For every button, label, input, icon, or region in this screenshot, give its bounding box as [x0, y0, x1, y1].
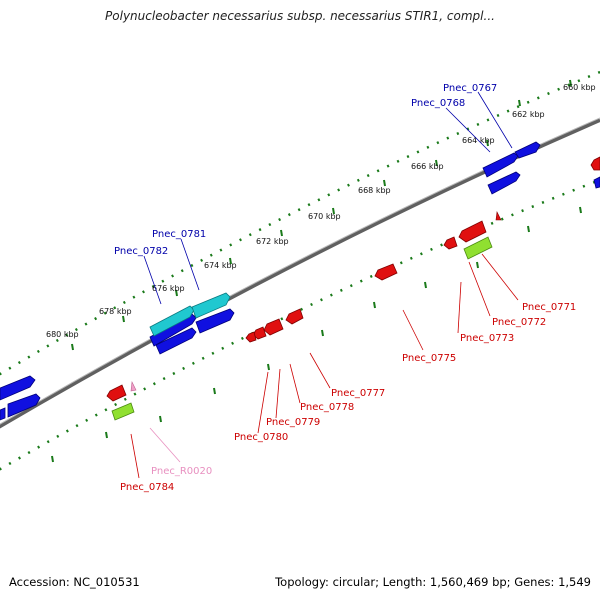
kbp-label: 672 kbp	[256, 237, 289, 246]
genome-backbone	[0, 118, 600, 429]
gene-label[interactable]: Pnec_0782	[114, 246, 168, 257]
inner-major-ticks	[51, 206, 582, 463]
rna-gene-labels: Pnec_R0020	[151, 466, 212, 477]
reverse-gene[interactable]	[285, 308, 304, 325]
kbp-label: 674 kbp	[204, 261, 237, 270]
label-leader-lines	[130, 91, 519, 479]
genome-summary-text: Topology: circular; Length: 1,560,469 bp…	[275, 575, 591, 589]
forward-genes	[0, 141, 600, 421]
inner-tick-track	[0, 178, 600, 471]
kbp-label: 678 kbp	[99, 307, 132, 316]
gene-label[interactable]: Pnec_0779	[266, 417, 320, 428]
forward-gene[interactable]	[0, 375, 36, 401]
accession-text: Accession: NC_010531	[9, 575, 140, 589]
forward-gene[interactable]	[155, 327, 197, 355]
reverse-gene-labels: Pnec_0771 Pnec_0772 Pnec_0773 Pnec_0775 …	[120, 302, 576, 493]
rna-marker[interactable]	[130, 380, 137, 392]
kbp-label: 666 kbp	[411, 162, 444, 171]
forward-gene[interactable]	[195, 308, 235, 334]
reverse-gene[interactable]	[443, 236, 458, 250]
reverse-gene[interactable]	[263, 318, 284, 336]
gene-label[interactable]: Pnec_0775	[402, 353, 456, 364]
forward-gene[interactable]	[0, 407, 6, 421]
gene-label[interactable]: Pnec_0781	[152, 229, 206, 240]
kbp-tick-labels: 660 kbp 662 kbp 664 kbp 666 kbp 668 kbp …	[46, 83, 596, 339]
rna-gene[interactable]	[111, 402, 135, 421]
gene-label[interactable]: Pnec_0778	[300, 402, 354, 413]
reverse-genes	[106, 156, 600, 402]
gene-label[interactable]: Pnec_0772	[492, 317, 546, 328]
kbp-label: 660 kbp	[563, 83, 596, 92]
gene-label[interactable]: Pnec_R0020	[151, 466, 212, 477]
gene-label[interactable]: Pnec_0768	[411, 98, 465, 109]
gene-label[interactable]: Pnec_0777	[331, 388, 385, 399]
genome-backbone-highlight	[0, 117, 600, 425]
reverse-gene[interactable]	[495, 210, 502, 221]
rna-reverse-genes	[111, 236, 493, 421]
kbp-label: 668 kbp	[358, 186, 391, 195]
kbp-label: 680 kbp	[46, 330, 79, 339]
forward-gene[interactable]	[7, 393, 41, 418]
gene-label[interactable]: Pnec_0773	[460, 333, 514, 344]
kbp-label: 676 kbp	[152, 284, 185, 293]
forward-gene[interactable]	[593, 176, 600, 189]
forward-gene-labels: Pnec_0767 Pnec_0768 Pnec_0781 Pnec_0782	[114, 83, 497, 257]
gene-label[interactable]: Pnec_0780	[234, 432, 288, 443]
kbp-label: 670 kbp	[308, 212, 341, 221]
forward-gene[interactable]	[487, 171, 521, 195]
reverse-gene[interactable]	[106, 384, 127, 402]
gene-label[interactable]: Pnec_0771	[522, 302, 576, 313]
forward-gene[interactable]	[482, 152, 519, 178]
kbp-label: 662 kbp	[512, 110, 545, 119]
reverse-gene[interactable]	[245, 331, 257, 343]
forward-gene[interactable]	[514, 141, 541, 159]
rna-gene[interactable]	[463, 236, 493, 260]
rna-forward-genes	[149, 292, 231, 337]
outer-major-ticks	[71, 79, 572, 351]
rna-gene[interactable]	[191, 292, 231, 319]
gene-label[interactable]: Pnec_0784	[120, 482, 174, 493]
rna-gene[interactable]	[149, 305, 195, 337]
map-title: Polynucleobacter necessarius subsp. nece…	[105, 9, 495, 23]
reverse-gene[interactable]	[590, 156, 600, 171]
reverse-gene[interactable]	[374, 263, 398, 281]
reverse-gene[interactable]	[458, 220, 487, 243]
gene-label[interactable]: Pnec_0767	[443, 83, 497, 94]
